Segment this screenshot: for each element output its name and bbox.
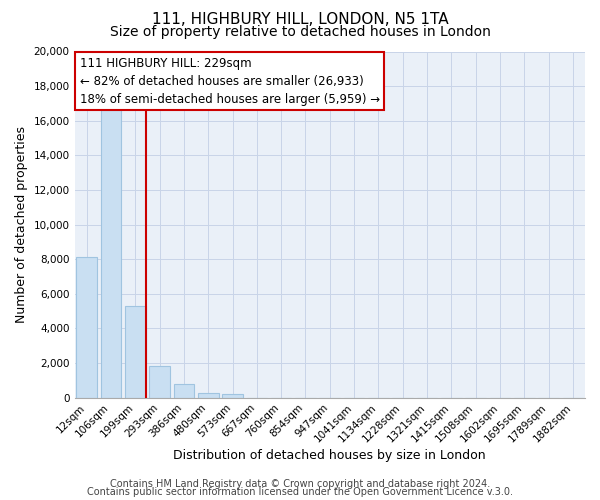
Bar [173, 384, 194, 398]
Text: Contains public sector information licensed under the Open Government Licence v.: Contains public sector information licen… [87, 487, 513, 497]
Bar [198, 392, 218, 398]
Text: Size of property relative to detached houses in London: Size of property relative to detached ho… [110, 25, 490, 39]
Bar [101, 110, 121, 398]
Bar [125, 306, 146, 398]
Text: 111, HIGHBURY HILL, LONDON, N5 1TA: 111, HIGHBURY HILL, LONDON, N5 1TA [152, 12, 448, 28]
X-axis label: Distribution of detached houses by size in London: Distribution of detached houses by size … [173, 450, 486, 462]
Bar [76, 258, 97, 398]
Text: Contains HM Land Registry data © Crown copyright and database right 2024.: Contains HM Land Registry data © Crown c… [110, 479, 490, 489]
Text: 111 HIGHBURY HILL: 229sqm
← 82% of detached houses are smaller (26,933)
18% of s: 111 HIGHBURY HILL: 229sqm ← 82% of detac… [80, 56, 380, 106]
Y-axis label: Number of detached properties: Number of detached properties [15, 126, 28, 323]
Bar [149, 366, 170, 398]
Bar [222, 394, 243, 398]
